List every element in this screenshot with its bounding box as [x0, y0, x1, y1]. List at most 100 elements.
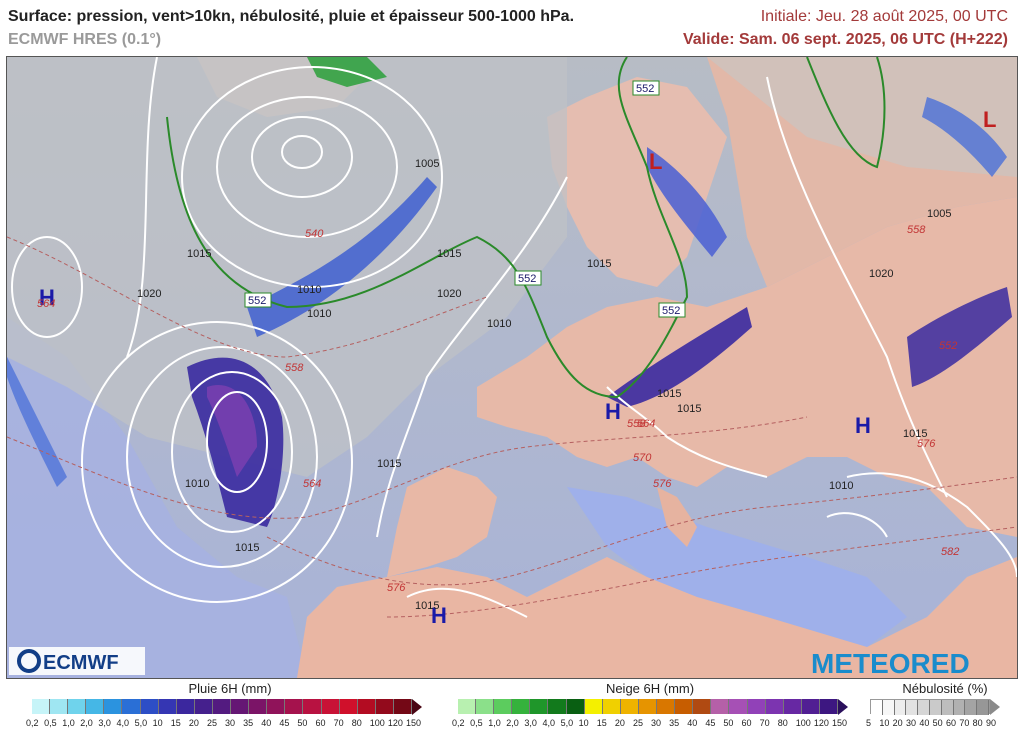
isobar-line — [766, 76, 948, 498]
legend-swatch — [321, 699, 340, 714]
thickness-box: 552 — [244, 292, 272, 308]
thickness-label: 576 — [653, 478, 672, 490]
legend-tick: 60 — [315, 718, 326, 728]
legend: Pluie 6H (mm) 0,2 0,5 1,0 2,0 3,0 4,0 5,0 10 15 2… — [0, 679, 1024, 736]
isobar-label: 1020 — [437, 288, 461, 300]
isobar-label: 1010 — [297, 284, 321, 296]
high-pressure-center[interactable]: H — [855, 413, 871, 438]
legend-swatch — [267, 699, 286, 714]
weather-map[interactable]: H H H H L L 1005 1015 1015 1020 1010 101… — [6, 56, 1018, 679]
legend-tick: 45 — [705, 718, 716, 728]
legend-swatch — [393, 699, 412, 714]
svg-text:552: 552 — [636, 83, 654, 95]
legend-tick: 5,0 — [134, 718, 148, 728]
low-pressure-center[interactable]: L — [649, 149, 662, 174]
rain-legend-title: Pluie 6H (mm) — [188, 681, 272, 696]
legend-tick: 50 — [723, 718, 734, 728]
legend-tick: 20 — [188, 718, 199, 728]
legend-swatch — [104, 699, 123, 714]
legend-swatch — [50, 699, 69, 714]
legend-tick: 0,5 — [44, 718, 57, 728]
legend-swatch — [882, 700, 895, 715]
isobar-label: 1015 — [677, 403, 701, 415]
clear-sea-west — [7, 317, 307, 678]
high-pressure-center[interactable]: H — [39, 285, 55, 310]
legend-tick: 60 — [946, 718, 957, 728]
isobar-label: 1015 — [377, 458, 401, 470]
thickness-label: 564 — [37, 298, 55, 310]
legend-tick: 4,0 — [542, 718, 555, 728]
high-pressure-center[interactable]: H — [431, 603, 447, 628]
legend-swatch — [819, 699, 838, 714]
legend-tick: 4,0 — [116, 718, 129, 728]
legend-swatch — [675, 699, 694, 714]
legend-tick: 0,2 — [26, 718, 39, 728]
thickness-box: 552 — [632, 80, 660, 96]
legend-swatch — [176, 699, 195, 714]
legend-swatch — [977, 700, 989, 715]
valid-time: Valide: Sam. 06 sept. 2025, 06 UTC (H+22… — [682, 31, 1008, 48]
thickness-label: 582 — [941, 546, 959, 558]
legend-tick: 80 — [972, 718, 983, 728]
legend-tick: 1,0 — [62, 718, 75, 728]
isobar-label: 1010 — [829, 480, 853, 492]
legend-swatch — [140, 699, 159, 714]
legend-tick: 50 — [297, 718, 308, 728]
snow-legend-title: Neige 6H (mm) — [605, 681, 695, 696]
legend-swatch — [339, 699, 358, 714]
north-africa-land — [297, 557, 1017, 678]
isobar-ring — [281, 135, 323, 169]
snow-color-bar — [458, 699, 838, 714]
legend-tick: 80 — [777, 718, 788, 728]
cloud-legend-title: Nébulosité (%) — [902, 681, 988, 696]
high-pressure-center[interactable]: H — [605, 399, 621, 424]
legend-tick: 0,5 — [470, 718, 483, 728]
legend-tick: 3,0 — [524, 718, 537, 728]
legend-swatch — [86, 699, 105, 714]
legend-tick: 30 — [225, 718, 236, 728]
isobar-label: 1015 — [587, 258, 611, 270]
legend-tick: 100 — [795, 718, 811, 728]
legend-swatch — [68, 699, 87, 714]
legend-tick: 35 — [669, 718, 680, 728]
rain-band-north-atlantic — [247, 177, 437, 337]
rain-arrow-icon — [412, 699, 422, 715]
legend-swatch — [906, 700, 919, 715]
legend-tick: 20 — [892, 718, 903, 728]
rain-band-central-europe — [607, 307, 752, 407]
isobar-ring — [251, 116, 353, 198]
legend-swatch — [566, 699, 585, 714]
legend-swatch — [249, 699, 268, 714]
rain-band-scandinavia — [647, 147, 727, 257]
legend-tick: 70 — [759, 718, 770, 728]
isobar-label: 1015 — [657, 388, 681, 400]
legend-swatch — [584, 699, 603, 714]
thickness-552-line — [166, 57, 689, 399]
legend-swatch — [231, 699, 250, 714]
thickness-label: 558 — [285, 362, 304, 374]
isobar-label: 1005 — [927, 208, 951, 220]
legend-swatch — [711, 699, 730, 714]
legend-swatch — [894, 700, 907, 715]
legend-tick: 45 — [279, 718, 290, 728]
legend-swatch — [122, 699, 141, 714]
isobar-label: 1015 — [903, 428, 927, 440]
isobar-line — [376, 176, 568, 538]
legend-swatch — [303, 699, 322, 714]
svg-text:552: 552 — [518, 273, 536, 285]
legend-swatch — [476, 699, 495, 714]
legend-tick: 5 — [866, 718, 872, 728]
snow-arrow-icon — [838, 699, 848, 715]
legend-swatch — [158, 699, 177, 714]
legend-swatch — [765, 699, 784, 714]
legend-tick: 30 — [651, 718, 662, 728]
isobar-ring — [126, 346, 318, 568]
rain-band-russia — [922, 97, 1007, 177]
isobar-line — [126, 57, 158, 358]
legend-tick: 35 — [243, 718, 254, 728]
legend-swatch — [965, 700, 978, 715]
thickness-lines — [7, 236, 1017, 618]
legend-swatch — [212, 699, 232, 714]
thickness-label: 564 — [637, 418, 655, 430]
low-pressure-center[interactable]: L — [983, 107, 996, 132]
